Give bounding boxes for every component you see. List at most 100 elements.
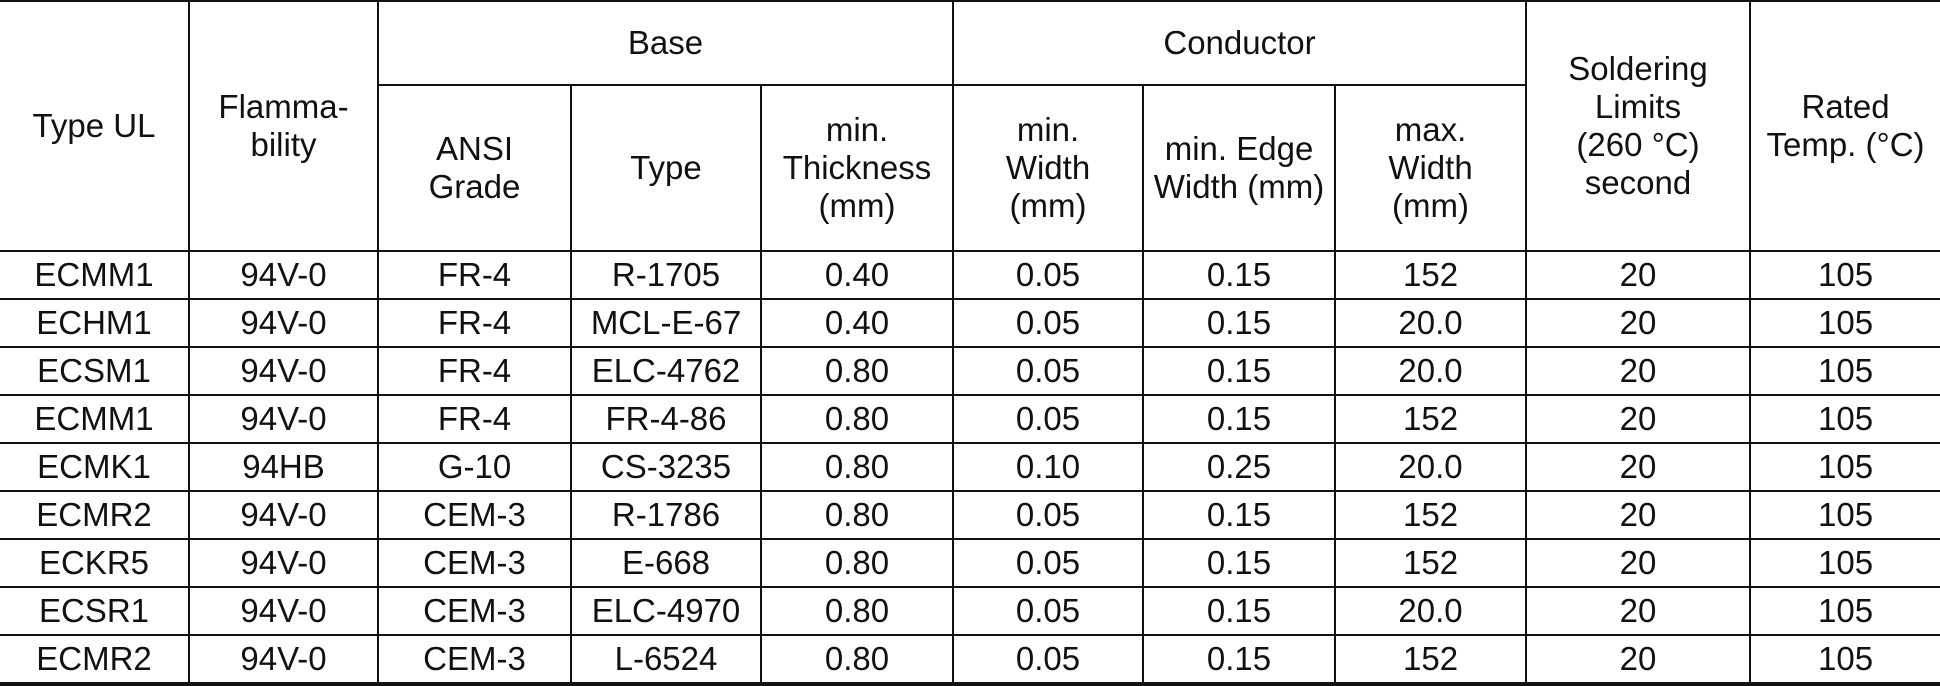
table-row: ECKR5 94V-0 CEM-3 E-668 0.80 0.05 0.15 152 20 105	[0, 538, 1940, 588]
header-row-1: Type UL Flamma- bility Base Conductor So…	[0, 0, 1940, 252]
cell-soldering-limit: 20	[1525, 394, 1752, 444]
cell-base-type: CS-3235	[570, 442, 762, 492]
cell-type-ul: ECKR5	[0, 538, 190, 588]
cell-min-edge-width: 0.15	[1142, 346, 1337, 396]
cell-type-ul: ECMM1	[0, 394, 190, 444]
cell-flammability: 94V-0	[188, 586, 379, 636]
cell-ansi-grade: CEM-3	[377, 634, 572, 686]
cell-ansi-grade: FR-4	[377, 394, 572, 444]
cell-max-width: 152	[1334, 538, 1528, 588]
cell-flammability: 94V-0	[188, 538, 379, 588]
cell-rated-temp: 105	[1749, 250, 1940, 300]
cell-max-width: 152	[1334, 634, 1528, 686]
header-row-2: ANSI Grade Type min. Thickness (mm) min.…	[0, 84, 1940, 252]
header-flammability: Flamma- bility	[188, 0, 379, 252]
cell-max-width: 20.0	[1334, 586, 1528, 636]
cell-flammability: 94V-0	[188, 346, 379, 396]
cell-min-thickness: 0.80	[759, 346, 955, 396]
cell-min-thickness: 0.80	[759, 442, 955, 492]
cell-min-thickness: 0.80	[759, 586, 955, 636]
cell-soldering-limit: 20	[1525, 442, 1752, 492]
cell-min-thickness: 0.40	[759, 250, 955, 300]
cell-type-ul: ECHM1	[0, 298, 190, 348]
header-min-width: min. Width (mm)	[952, 84, 1145, 252]
cell-flammability: 94V-0	[188, 298, 379, 348]
cell-base-type: MCL-E-67	[570, 298, 762, 348]
cell-base-type: E-668	[570, 538, 762, 588]
cell-flammability: 94V-0	[188, 250, 379, 300]
cell-rated-temp: 105	[1749, 538, 1940, 588]
cell-soldering-limit: 20	[1525, 634, 1752, 686]
cell-min-width: 0.05	[952, 346, 1145, 396]
cell-soldering-limit: 20	[1525, 250, 1752, 300]
cell-base-type: L-6524	[570, 634, 762, 686]
table-body: ECMM1 94V-0 FR-4 R-1705 0.40 0.05 0.15 152 20 105…	[0, 250, 1940, 686]
header-conductor-group: Conductor	[952, 0, 1528, 86]
cell-min-width: 0.05	[952, 586, 1145, 636]
cell-soldering-limit: 20	[1525, 586, 1752, 636]
cell-rated-temp: 105	[1749, 394, 1940, 444]
header-type-ul: Type UL	[0, 0, 190, 252]
table-row: ECMM1 94V-0 FR-4 FR-4-86 0.80 0.05 0.15 152 20 10…	[0, 394, 1940, 444]
cell-min-edge-width: 0.15	[1142, 394, 1337, 444]
cell-type-ul: ECMR2	[0, 634, 190, 686]
cell-soldering-limit: 20	[1525, 490, 1752, 540]
table-header: Type UL Flamma- bility Base Conductor So…	[0, 0, 1940, 252]
cell-max-width: 20.0	[1334, 346, 1528, 396]
cell-max-width: 152	[1334, 250, 1528, 300]
cell-ansi-grade: FR-4	[377, 250, 572, 300]
cell-flammability: 94V-0	[188, 490, 379, 540]
header-rated-temp: Rated Temp. (°C)	[1749, 0, 1940, 252]
cell-min-width: 0.05	[952, 298, 1145, 348]
header-base-type: Type	[570, 84, 762, 252]
cell-rated-temp: 105	[1749, 442, 1940, 492]
cell-base-type: R-1705	[570, 250, 762, 300]
cell-min-thickness: 0.80	[759, 634, 955, 686]
cell-ansi-grade: FR-4	[377, 346, 572, 396]
cell-type-ul: ECMR2	[0, 490, 190, 540]
cell-soldering-limit: 20	[1525, 538, 1752, 588]
cell-min-width: 0.05	[952, 394, 1145, 444]
table-row: ECMR2 94V-0 CEM-3 R-1786 0.80 0.05 0.15 152 20 10…	[0, 490, 1940, 540]
cell-soldering-limit: 20	[1525, 346, 1752, 396]
header-max-width: max. Width (mm)	[1334, 84, 1527, 252]
cell-base-type: FR-4-86	[570, 394, 762, 444]
table-row: ECHM1 94V-0 FR-4 MCL-E-67 0.40 0.05 0.15 20.0 20…	[0, 298, 1940, 348]
cell-min-width: 0.05	[952, 634, 1145, 686]
cell-ansi-grade: FR-4	[377, 298, 572, 348]
table-row: ECMM1 94V-0 FR-4 R-1705 0.40 0.05 0.15 152 20 105	[0, 250, 1940, 300]
cell-max-width: 20.0	[1334, 298, 1528, 348]
header-min-thickness: min. Thickness (mm)	[759, 84, 955, 252]
cell-min-edge-width: 0.15	[1142, 490, 1337, 540]
cell-min-thickness: 0.80	[759, 490, 955, 540]
table-row: ECMK1 94HB G-10 CS-3235 0.80 0.10 0.25 20.0 20 10…	[0, 442, 1940, 492]
cell-min-width: 0.10	[952, 442, 1145, 492]
cell-base-type: R-1786	[570, 490, 762, 540]
cell-min-edge-width: 0.15	[1142, 586, 1337, 636]
cell-max-width: 152	[1334, 394, 1528, 444]
cell-min-width: 0.05	[952, 538, 1145, 588]
cell-type-ul: ECSR1	[0, 586, 190, 636]
cell-rated-temp: 105	[1749, 634, 1940, 686]
cell-min-width: 0.05	[952, 250, 1145, 300]
cell-max-width: 20.0	[1334, 442, 1528, 492]
cell-min-edge-width: 0.25	[1142, 442, 1337, 492]
cell-rated-temp: 105	[1749, 586, 1940, 636]
cell-ansi-grade: CEM-3	[377, 538, 572, 588]
cell-flammability: 94V-0	[188, 394, 379, 444]
cell-min-edge-width: 0.15	[1142, 634, 1337, 686]
table-row: ECMR2 94V-0 CEM-3 L-6524 0.80 0.05 0.15 152 20 10…	[0, 634, 1940, 686]
cell-base-type: ELC-4762	[570, 346, 762, 396]
cell-ansi-grade: G-10	[377, 442, 572, 492]
cell-min-edge-width: 0.15	[1142, 538, 1337, 588]
table-row: ECSR1 94V-0 CEM-3 ELC-4970 0.80 0.05 0.15 20.0 2…	[0, 586, 1940, 636]
cell-soldering-limit: 20	[1525, 298, 1752, 348]
cell-type-ul: ECMM1	[0, 250, 190, 300]
header-ansi-grade: ANSI Grade	[378, 84, 572, 252]
header-min-edge-width: min. Edge Width (mm)	[1142, 84, 1337, 252]
cell-flammability: 94V-0	[188, 634, 379, 686]
cell-rated-temp: 105	[1749, 490, 1940, 540]
cell-max-width: 152	[1334, 490, 1528, 540]
cell-base-type: ELC-4970	[570, 586, 762, 636]
